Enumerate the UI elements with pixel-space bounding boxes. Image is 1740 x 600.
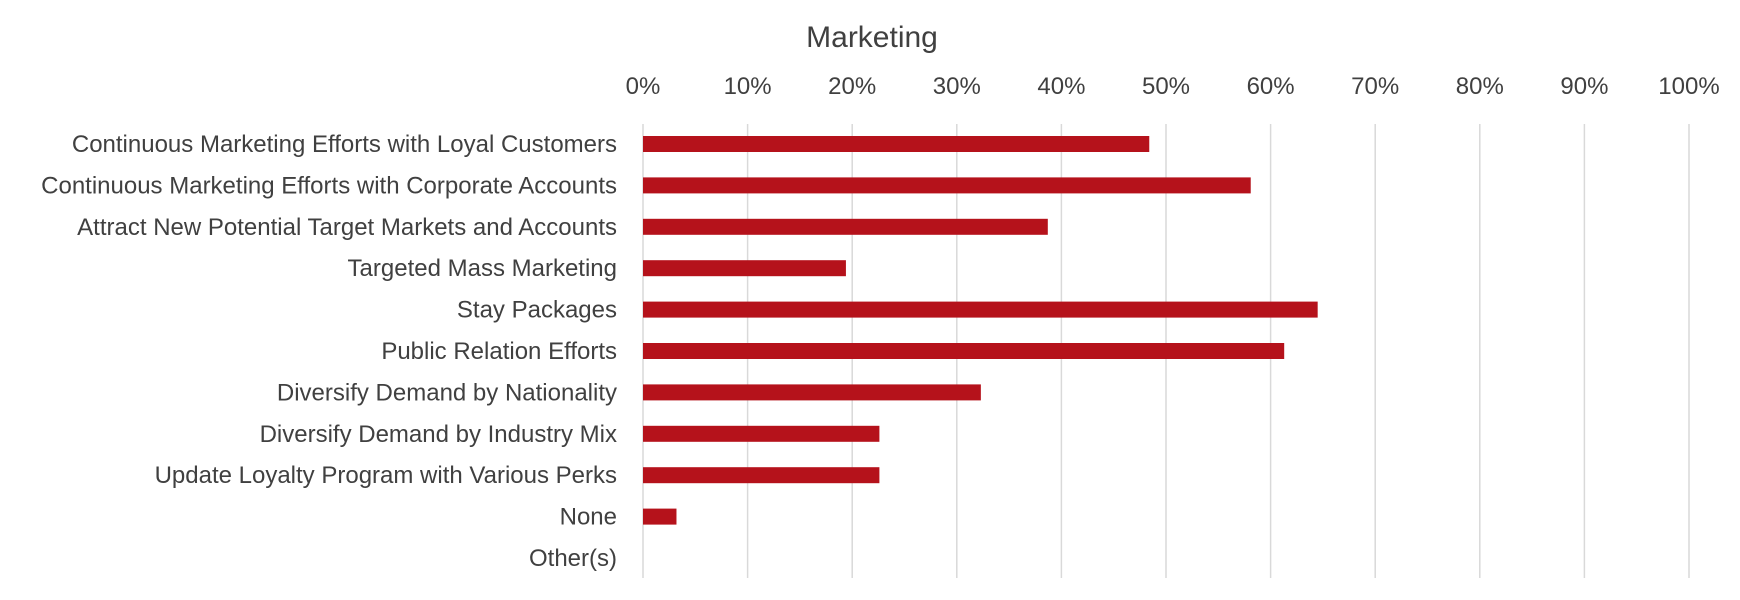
category-labels: Continuous Marketing Efforts with Loyal … [41, 131, 617, 572]
x-tick-label: 30% [933, 73, 981, 100]
bar [643, 136, 1150, 152]
x-tick-label: 20% [828, 73, 876, 100]
x-tick-label: 70% [1351, 73, 1399, 100]
category-label: Attract New Potential Target Markets and… [77, 214, 617, 241]
category-label: Continuous Marketing Efforts with Loyal … [72, 131, 617, 158]
x-tick-label: 90% [1560, 73, 1608, 100]
bar [643, 301, 1318, 318]
x-tick-label: 10% [724, 73, 772, 100]
x-tick-label: 80% [1456, 73, 1504, 100]
category-label: Continuous Marketing Efforts with Corpor… [41, 172, 617, 199]
bar [643, 508, 677, 525]
x-tick-label: 0% [626, 73, 661, 100]
x-tick-label: 100% [1658, 73, 1719, 100]
x-tick-label: 50% [1142, 73, 1190, 100]
bar [643, 343, 1285, 359]
bar [643, 260, 846, 277]
category-label: Public Relation Efforts [381, 338, 617, 365]
x-tick-label: 40% [1037, 73, 1085, 100]
category-label: Diversify Demand by Industry Mix [260, 421, 617, 448]
bars [643, 136, 1318, 525]
bar [643, 177, 1251, 194]
category-label: None [560, 504, 617, 531]
x-axis-tick-labels: 0% 10% 20% 30% 40% 50% 60% 70% 80% 90% 100% [626, 73, 1720, 100]
bar [643, 425, 880, 442]
category-label: Stay Packages [457, 297, 617, 324]
bar [643, 384, 981, 401]
x-tick-label: 60% [1247, 73, 1295, 100]
bar [643, 467, 880, 484]
category-label: Diversify Demand by Nationality [277, 379, 617, 406]
chart-title: Marketing [806, 21, 938, 54]
category-label: Other(s) [529, 545, 617, 572]
category-label: Targeted Mass Marketing [348, 255, 617, 282]
bar [643, 218, 1048, 235]
category-label: Update Loyalty Program with Various Perk… [155, 462, 617, 489]
